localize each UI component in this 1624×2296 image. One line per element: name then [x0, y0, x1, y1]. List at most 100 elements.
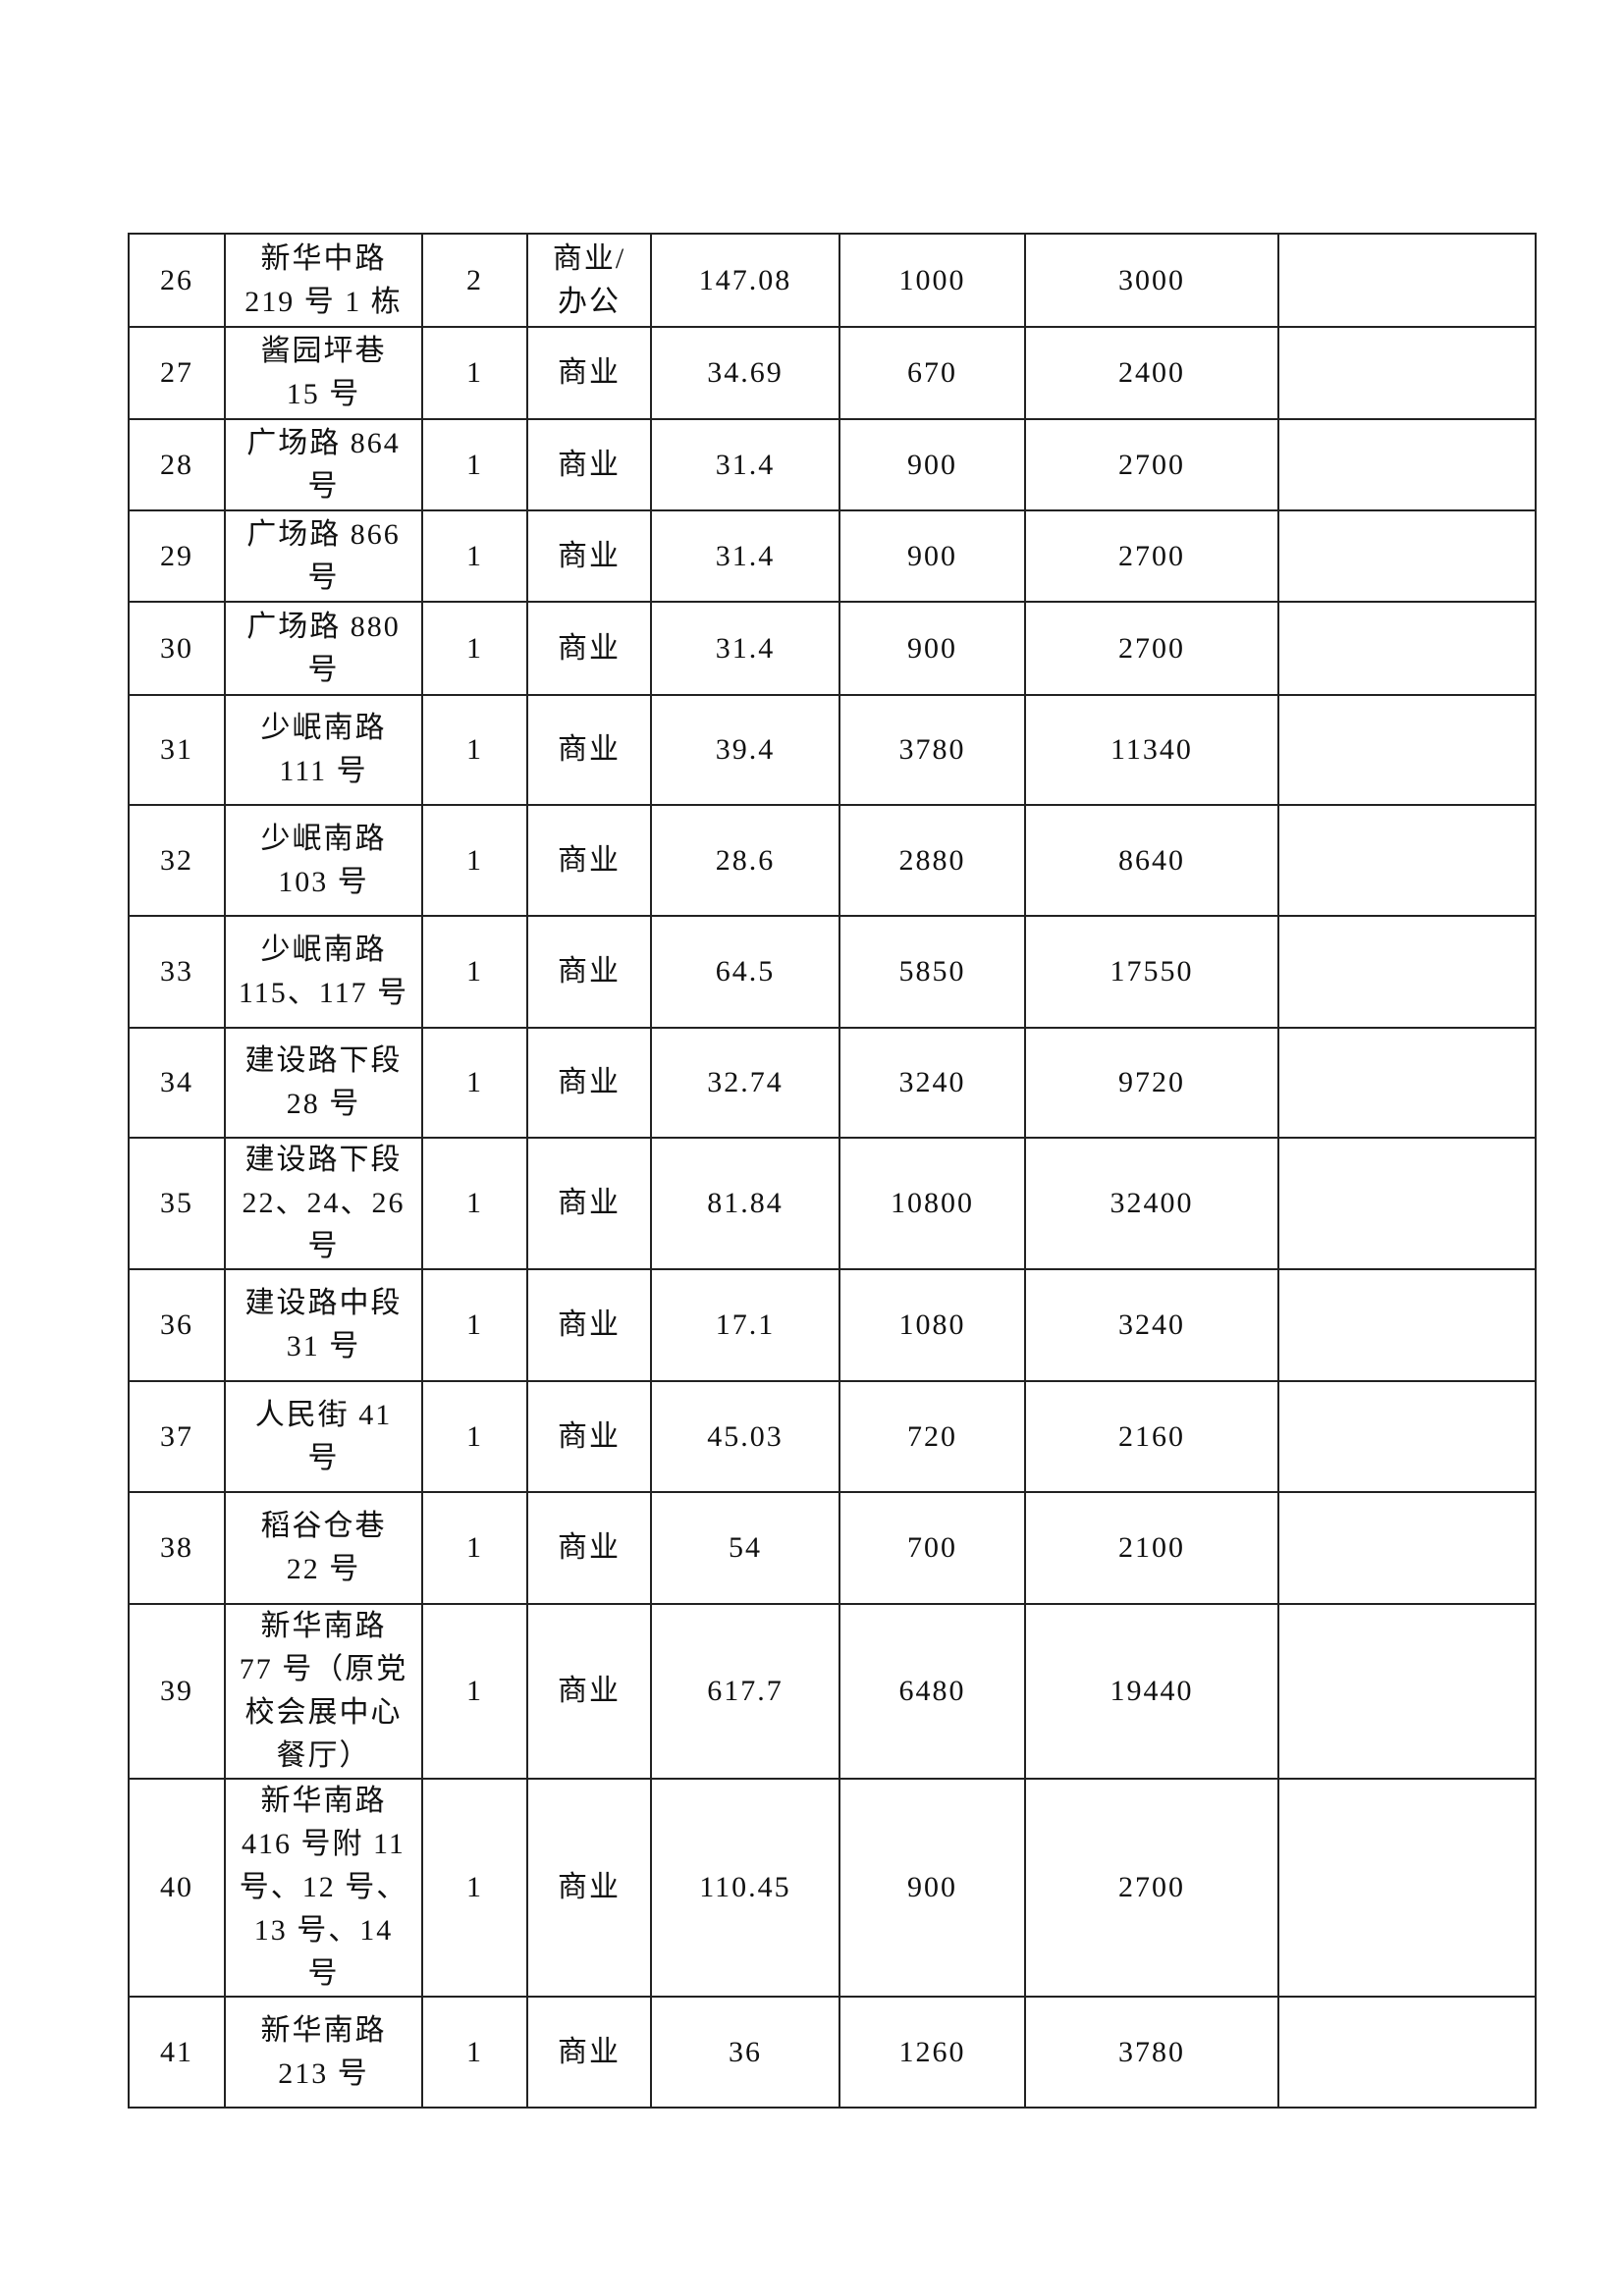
cell-c7: [1277, 804, 1537, 917]
cell-use: 商业/ 办公: [526, 233, 652, 328]
cell-use: 商业: [526, 601, 652, 696]
cell-area: 39.4: [650, 694, 840, 806]
cell-c5: 5850: [839, 915, 1026, 1029]
cell-area: 617.7: [650, 1603, 840, 1780]
cell-no: 26: [128, 233, 226, 328]
cell-no: 35: [128, 1137, 226, 1270]
cell-address: 建设路下段 28 号: [224, 1027, 423, 1139]
cell-area: 36: [650, 1996, 840, 2109]
cell-c5: 10800: [839, 1137, 1026, 1270]
cell-c5: 6480: [839, 1603, 1026, 1780]
cell-area: 28.6: [650, 804, 840, 917]
cell-address: 新华中路 219 号 1 栋: [224, 233, 423, 328]
table-row: 40 新华南路 416 号附 11 号、12 号、 13 号、14 号 1 商业 110…: [128, 1778, 1537, 1998]
table-row: 27 酱园坪巷 15 号 1 商业 34.69 670 2400: [128, 326, 1537, 420]
cell-no: 34: [128, 1027, 226, 1139]
cell-count: 1: [421, 509, 528, 603]
cell-area: 31.4: [650, 418, 840, 511]
cell-c7: [1277, 509, 1537, 603]
cell-c7: [1277, 915, 1537, 1029]
cell-address: 广场路 866 号: [224, 509, 423, 603]
cell-c6: 3000: [1024, 233, 1279, 328]
cell-c5: 900: [839, 601, 1026, 696]
table-row: 41 新华南路 213 号 1 商业 36 1260 3780: [128, 1996, 1537, 2109]
cell-c7: [1277, 1603, 1537, 1780]
table-row: 33 少岷南路 115、117 号 1 商业 64.5 5850 17550: [128, 915, 1537, 1029]
table-row: 29 广场路 866 号 1 商业 31.4 900 2700: [128, 509, 1537, 603]
table-row: 30 广场路 880 号 1 商业 31.4 900 2700: [128, 601, 1537, 696]
cell-c6: 8640: [1024, 804, 1279, 917]
cell-address: 新华南路 213 号: [224, 1996, 423, 2109]
cell-c6: 19440: [1024, 1603, 1279, 1780]
cell-use: 商业: [526, 1027, 652, 1139]
cell-address: 新华南路 416 号附 11 号、12 号、 13 号、14 号: [224, 1778, 423, 1998]
cell-c6: 3240: [1024, 1268, 1279, 1382]
cell-count: 1: [421, 694, 528, 806]
cell-use: 商业: [526, 1491, 652, 1605]
cell-c6: 9720: [1024, 1027, 1279, 1139]
cell-no: 41: [128, 1996, 226, 2109]
table-row: 26 新华中路 219 号 1 栋 2 商业/ 办公 147.08 1000 3000: [128, 233, 1537, 328]
cell-area: 45.03: [650, 1380, 840, 1493]
cell-c6: 2700: [1024, 1778, 1279, 1998]
cell-count: 1: [421, 915, 528, 1029]
cell-area: 110.45: [650, 1778, 840, 1998]
cell-no: 27: [128, 326, 226, 420]
cell-no: 38: [128, 1491, 226, 1605]
cell-area: 54: [650, 1491, 840, 1605]
cell-c5: 670: [839, 326, 1026, 420]
table-row: 35 建设路下段 22、24、26 号 1 商业 81.84 10800 32400: [128, 1137, 1537, 1270]
table-row: 37 人民街 41 号 1 商业 45.03 720 2160: [128, 1380, 1537, 1493]
table-row: 36 建设路中段 31 号 1 商业 17.1 1080 3240: [128, 1268, 1537, 1382]
cell-c7: [1277, 1996, 1537, 2109]
cell-c6: 2100: [1024, 1491, 1279, 1605]
cell-c6: 2700: [1024, 509, 1279, 603]
cell-count: 1: [421, 1491, 528, 1605]
cell-count: 1: [421, 326, 528, 420]
cell-area: 34.69: [650, 326, 840, 420]
cell-address: 新华南路 77 号（原党 校会展中心 餐厅）: [224, 1603, 423, 1780]
cell-c5: 1080: [839, 1268, 1026, 1382]
cell-no: 40: [128, 1778, 226, 1998]
cell-no: 33: [128, 915, 226, 1029]
cell-no: 37: [128, 1380, 226, 1493]
cell-use: 商业: [526, 915, 652, 1029]
cell-use: 商业: [526, 1268, 652, 1382]
cell-use: 商业: [526, 1996, 652, 2109]
cell-address: 酱园坪巷 15 号: [224, 326, 423, 420]
cell-use: 商业: [526, 694, 652, 806]
cell-c5: 2880: [839, 804, 1026, 917]
cell-address: 少岷南路 111 号: [224, 694, 423, 806]
table-row: 31 少岷南路 111 号 1 商业 39.4 3780 11340: [128, 694, 1537, 806]
cell-use: 商业: [526, 1137, 652, 1270]
cell-c6: 11340: [1024, 694, 1279, 806]
table-row: 28 广场路 864 号 1 商业 31.4 900 2700: [128, 418, 1537, 511]
property-table: 26 新华中路 219 号 1 栋 2 商业/ 办公 147.08 1000 3000 27 酱…: [128, 233, 1537, 2109]
cell-c5: 900: [839, 1778, 1026, 1998]
cell-c7: [1277, 1137, 1537, 1270]
cell-c5: 700: [839, 1491, 1026, 1605]
cell-count: 1: [421, 1137, 528, 1270]
cell-c7: [1277, 1027, 1537, 1139]
cell-count: 1: [421, 418, 528, 511]
cell-c7: [1277, 1268, 1537, 1382]
cell-c6: 17550: [1024, 915, 1279, 1029]
cell-area: 147.08: [650, 233, 840, 328]
cell-c5: 900: [839, 418, 1026, 511]
cell-no: 30: [128, 601, 226, 696]
cell-address: 人民街 41 号: [224, 1380, 423, 1493]
cell-address: 少岷南路 103 号: [224, 804, 423, 917]
cell-count: 1: [421, 1268, 528, 1382]
cell-use: 商业: [526, 509, 652, 603]
cell-count: 1: [421, 1380, 528, 1493]
cell-c7: [1277, 1380, 1537, 1493]
cell-use: 商业: [526, 1603, 652, 1780]
cell-c7: [1277, 1778, 1537, 1998]
cell-address: 少岷南路 115、117 号: [224, 915, 423, 1029]
cell-area: 31.4: [650, 601, 840, 696]
cell-no: 31: [128, 694, 226, 806]
cell-no: 36: [128, 1268, 226, 1382]
cell-use: 商业: [526, 1778, 652, 1998]
cell-address: 建设路中段 31 号: [224, 1268, 423, 1382]
cell-use: 商业: [526, 326, 652, 420]
